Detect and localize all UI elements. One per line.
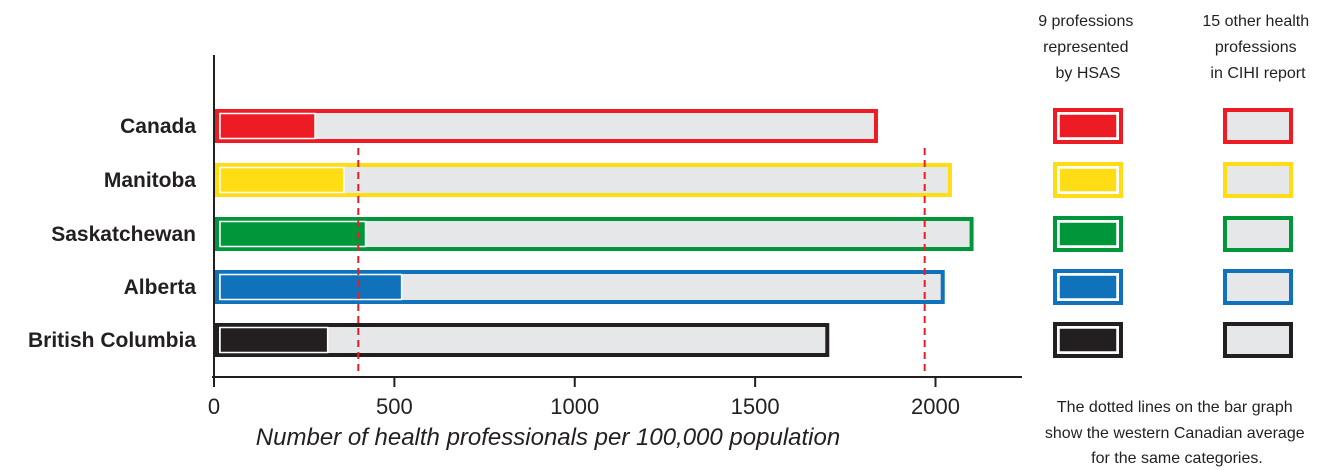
x-tick-label-1: 500 [376, 394, 413, 419]
legend-header-hsas: 9 professions represented by HSAS [1038, 13, 1138, 82]
bar-hsas-2 [219, 220, 367, 248]
category-labels: Canada Manitoba Saskatchewan Alberta British… [28, 115, 196, 352]
legend-swatches [1053, 108, 1293, 358]
legend-note: The dotted lines on the bar graph show t… [1045, 399, 1309, 467]
bar-total-0 [215, 109, 878, 143]
bars-layer [215, 109, 974, 357]
category-label-4: British Columbia [28, 329, 196, 352]
bar-hsas-3 [219, 273, 403, 301]
category-label-0: Canada [120, 115, 196, 138]
x-ticks: 0 500 1000 1500 2000 [208, 377, 960, 419]
legend-swatch-cihi-0 [1223, 108, 1293, 144]
legend-swatch-hsas-fill-1 [1058, 167, 1118, 193]
legend-swatch-cihi-3 [1223, 269, 1293, 305]
legend-swatch-cihi-1 [1223, 162, 1293, 198]
legend-swatch-hsas-fill-4 [1058, 327, 1118, 353]
x-tick-label-2: 1000 [550, 394, 599, 419]
legend-header-cihi: 15 other health professions in CIHI repo… [1202, 13, 1313, 82]
x-tick-label-4: 2000 [911, 394, 960, 419]
bar-hsas-1 [219, 166, 345, 194]
legend-swatch-hsas-fill-3 [1058, 274, 1118, 300]
legend-swatch-hsas-fill-2 [1058, 221, 1118, 247]
reference-lines-layer [357, 148, 926, 378]
legend-swatch-hsas-fill-0 [1058, 113, 1118, 139]
category-label-2: Saskatchewan [51, 223, 196, 246]
x-axis-label: Number of health professionals per 100,0… [256, 424, 840, 451]
legend-swatch-cihi-4 [1223, 322, 1293, 358]
bar-hsas-4 [219, 326, 329, 354]
legend-swatch-cihi-2 [1223, 216, 1293, 252]
category-label-3: Alberta [124, 276, 197, 299]
legend: 9 professions represented by HSAS 15 oth… [1038, 13, 1313, 467]
category-label-1: Manitoba [104, 169, 196, 192]
x-tick-label-0: 0 [208, 394, 220, 419]
x-tick-label-3: 1500 [731, 394, 780, 419]
bar-hsas-0 [219, 112, 316, 140]
